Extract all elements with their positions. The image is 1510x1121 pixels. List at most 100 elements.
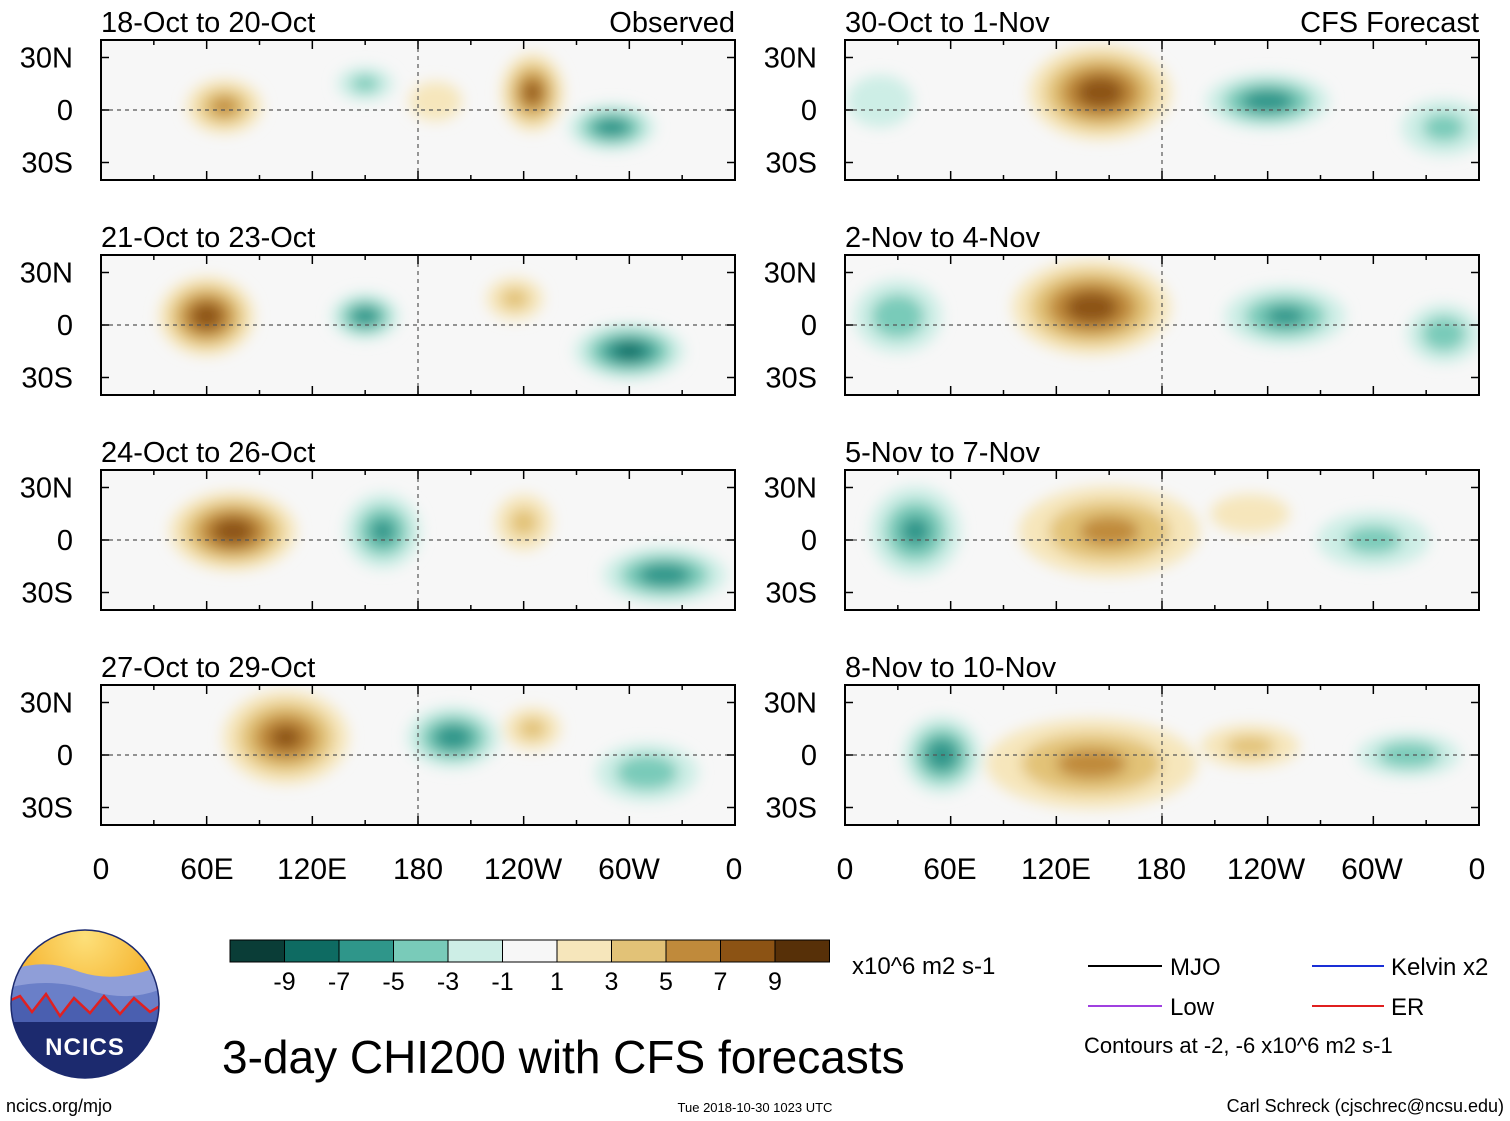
footer-timestamp: Tue 2018-10-30 1023 UTC [678,1100,833,1115]
colorbar-label: -7 [328,968,350,996]
anomaly-blob [211,97,237,116]
y-tick-label: 30S [765,363,817,395]
map-panel: 30N 0 30S 30-Oct to 1-Nov CFS Forecast [764,7,1480,181]
x-axis-right: 0 60E 120E 180 120W 60W 0 [837,853,1486,886]
anomaly-blob [500,288,529,310]
map-panel: 30N 0 30S 5-Nov to 7-Nov [764,437,1480,611]
anomaly-blob [524,82,541,103]
colorbar-swatch [611,939,667,963]
colorbar-label: -1 [491,968,513,996]
figure-title: 3-day CHI200 with CFS forecasts [222,1031,905,1083]
x-tick-label: 60W [1341,853,1403,886]
contour-note: Contours at -2, -6 x10^6 m2 s-1 [1084,1033,1393,1058]
anomaly-blob [1265,306,1306,327]
y-tick-label: 30N [20,258,73,290]
y-tick-label: 0 [801,310,817,342]
panel-period: 24-Oct to 26-Oct [101,437,315,469]
anomaly-blob [1056,748,1127,779]
y-tick-label: 30S [21,148,73,180]
anomaly-blob [615,344,644,359]
x-tick-label: 60E [180,853,233,886]
colorbar-label: -5 [382,968,404,996]
y-tick-label: 0 [801,525,817,557]
footer-url[interactable]: ncics.org/mjo [6,1096,112,1116]
colorbar-swatch [774,939,830,963]
panel-period: 30-Oct to 1-Nov [845,7,1050,39]
footer-credit: Carl Schreck (cjschrec@ncsu.edu) [1227,1096,1504,1116]
colorbar-swatch [502,939,558,963]
panel-grid: 30N 0 30S 18-Oct to 20-Oct Observed 30N 0 30S 21… [20,7,1480,826]
anomaly-blob [350,306,380,327]
colorbar: -9 -7 -5 -3 -1 1 3 5 7 9 [229,939,830,996]
column-label: Observed [609,7,735,39]
anomaly-field [186,53,655,151]
colorbar-label: 1 [550,968,564,996]
anomaly-blob [211,518,255,545]
legend-label-low: Low [1170,994,1215,1021]
panel-period: 27-Oct to 29-Oct [101,652,315,684]
colorbar-swatch [229,939,285,963]
anomaly-field [870,486,1430,577]
colorbar-swatch [556,939,612,963]
anomaly-blob [370,518,396,544]
legend: MJO Kelvin x2 Low ER Contours at -2, -6 … [1084,954,1488,1058]
y-tick-label: 30S [765,793,817,825]
y-tick-label: 0 [57,525,73,557]
y-tick-label: 30N [20,43,73,75]
y-tick-label: 30N [764,258,817,290]
anomaly-blob [190,303,223,330]
colorbar-label: 3 [605,968,619,996]
x-tick-label: 180 [1136,853,1186,886]
panel-period: 8-Nov to 10-Nov [845,652,1057,684]
y-tick-label: 0 [57,310,73,342]
x-tick-label: 60E [923,853,976,886]
anomaly-blob [847,75,914,128]
x-tick-label: 0 [837,853,854,886]
ncics-logo[interactable]: NCICS [0,920,170,1092]
colorbar-swatch [665,939,721,963]
panel-period: 2-Nov to 4-Nov [845,222,1041,254]
map-panel: 30N 0 30S 2-Nov to 4-Nov [764,222,1480,396]
x-axis-left: 0 60E 120E 180 120W 60W 0 [93,853,743,886]
logo-text: NCICS [45,1034,125,1061]
panel-period: 5-Nov to 7-Nov [845,437,1041,469]
y-tick-label: 0 [801,95,817,127]
anomaly-blob [1421,316,1466,352]
y-tick-label: 30S [765,578,817,610]
anomaly-field [847,45,1479,156]
anomaly-blob [1078,516,1140,547]
map-panel: 30N 0 30S 27-Oct to 29-Oct [20,652,736,826]
anomaly-blob [351,75,380,93]
x-tick-label: 60W [598,853,660,886]
y-tick-label: 30S [21,363,73,395]
anomaly-blob [900,516,931,547]
y-tick-label: 0 [801,740,817,772]
anomaly-blob [1422,113,1465,142]
anomaly-blob [1065,291,1118,324]
anomaly-blob [871,294,925,339]
anomaly-blob [616,755,678,790]
map-panel: 30N 0 30S 21-Oct to 23-Oct [20,222,736,396]
panel-period: 18-Oct to 20-Oct [101,7,315,39]
anomaly-blob [518,718,547,740]
legend-label-kelvin: Kelvin x2 [1391,954,1488,981]
anomaly-blob [1076,76,1125,109]
anomaly-field [169,491,727,603]
y-tick-label: 30N [764,43,817,75]
colorbar-swatch [447,939,503,963]
x-tick-label: 0 [93,853,110,886]
column-label: CFS Forecast [1300,7,1479,39]
colorbar-units: x10^6 m2 s-1 [852,953,995,980]
anomaly-blob [1225,735,1275,757]
legend-label-er: ER [1391,994,1424,1021]
y-tick-label: 0 [57,95,73,127]
colorbar-label: 5 [659,968,673,996]
anomaly-blob [638,563,691,587]
y-tick-label: 0 [57,740,73,772]
colorbar-swatch [338,939,394,963]
colorbar-swatch [393,939,449,963]
x-tick-label: 180 [393,853,443,886]
y-tick-label: 30N [20,688,73,720]
y-tick-label: 30S [21,793,73,825]
